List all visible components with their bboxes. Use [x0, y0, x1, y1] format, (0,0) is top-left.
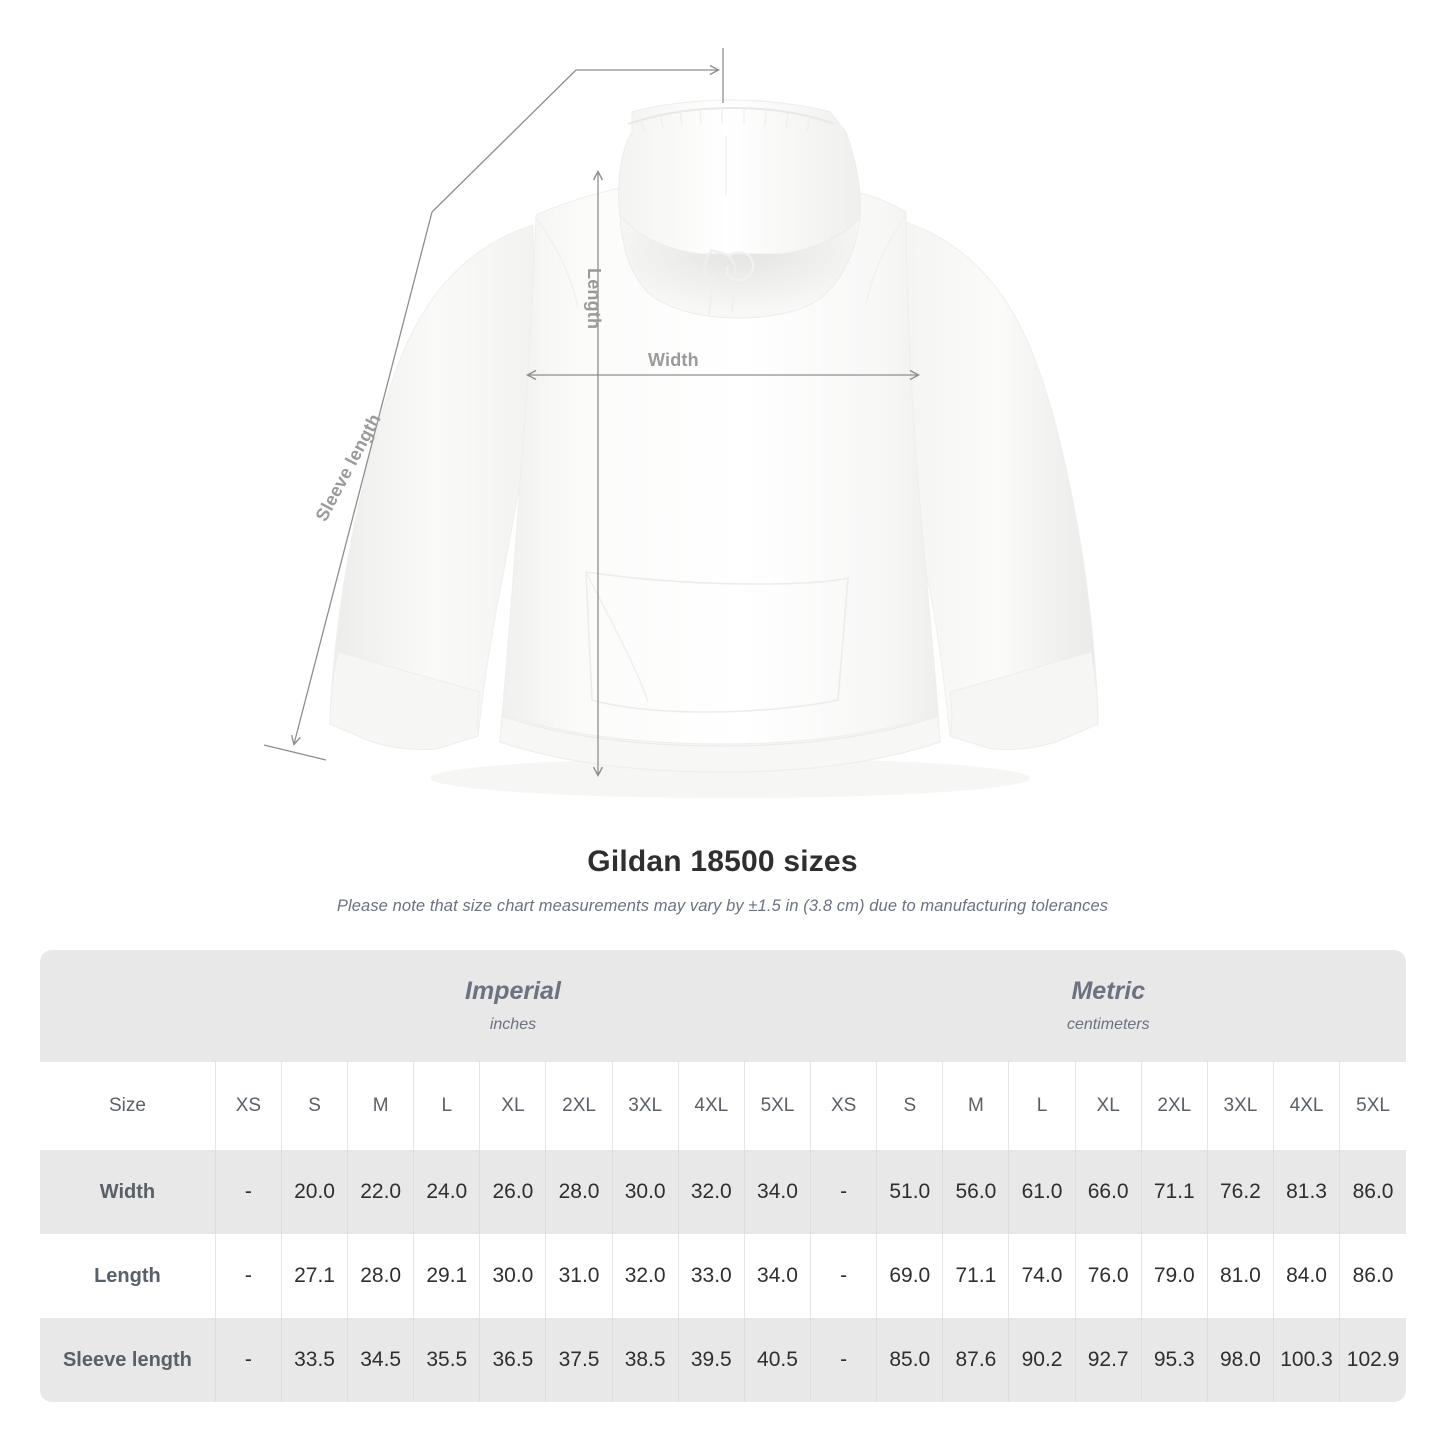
imperial-label: Imperial: [465, 977, 561, 1006]
cell-sleeve-imperial-4xl: 39.5: [677, 1318, 745, 1402]
size-header-metric-3xl: 3XL: [1206, 1062, 1274, 1150]
tolerance-note: Please note that size chart measurements…: [336, 897, 1109, 915]
size-table-container: Imperial inches Metric centimeters Size …: [40, 950, 1406, 1402]
cell-sleeve-metric-3xl: 98.0: [1206, 1318, 1274, 1402]
table-row-length: Length - 27.1 28.0 29.1 30.0 31.0 32.0 3…: [40, 1234, 1406, 1318]
cell-width-metric-m: 56.0: [942, 1150, 1009, 1234]
cell-width-imperial-3xl: 30.0: [611, 1150, 679, 1234]
cell-length-imperial-m: 28.0: [347, 1234, 414, 1318]
table-row-sleeve-length: Sleeve length - 33.5 34.5 35.5 36.5 37.5…: [40, 1318, 1406, 1402]
cell-sleeve-imperial-2xl: 37.5: [545, 1318, 613, 1402]
size-header-metric-m: M: [942, 1062, 1009, 1150]
cell-width-imperial-xs: -: [214, 1150, 282, 1234]
unit-group-metric: Metric centimeters: [810, 950, 1406, 1062]
cell-length-imperial-2xl: 31.0: [545, 1234, 613, 1318]
unit-group-imperial: Imperial inches: [215, 950, 811, 1062]
size-header-imperial-m: M: [347, 1062, 414, 1150]
hoodie-diagram: Width Length Sleeve length: [263, 48, 1099, 798]
cell-sleeve-imperial-m: 34.5: [347, 1318, 414, 1402]
cell-length-imperial-3xl: 32.0: [611, 1234, 679, 1318]
cell-sleeve-metric-m: 87.6: [942, 1318, 1009, 1402]
cell-length-imperial-l: 29.1: [413, 1234, 480, 1318]
cell-sleeve-imperial-l: 35.5: [413, 1318, 480, 1402]
cell-width-imperial-s: 20.0: [280, 1150, 348, 1234]
cell-sleeve-metric-5xl: 102.9: [1339, 1318, 1406, 1402]
size-header-metric-xs: XS: [810, 1062, 877, 1150]
cell-width-imperial-l: 24.0: [413, 1150, 480, 1234]
row-label-sleeve-length: Sleeve length: [40, 1318, 216, 1402]
cell-width-imperial-4xl: 32.0: [677, 1150, 745, 1234]
cell-length-imperial-xl: 30.0: [479, 1234, 546, 1318]
size-header-metric-5xl: 5XL: [1339, 1062, 1406, 1150]
cell-width-metric-2xl: 71.1: [1140, 1150, 1208, 1234]
size-header-metric-4xl: 4XL: [1272, 1062, 1340, 1150]
page-title: Gildan 18500 sizes: [587, 845, 858, 878]
size-header-imperial-s: S: [280, 1062, 348, 1150]
cell-width-metric-l: 61.0: [1008, 1150, 1076, 1234]
row-label-width: Width: [40, 1150, 216, 1234]
cell-width-metric-3xl: 76.2: [1206, 1150, 1274, 1234]
cell-width-metric-xs: -: [810, 1150, 877, 1234]
cell-length-metric-m: 71.1: [942, 1234, 1009, 1318]
cell-width-metric-4xl: 81.3: [1272, 1150, 1340, 1234]
size-header-metric-l: L: [1008, 1062, 1076, 1150]
cell-length-metric-s: 69.0: [876, 1234, 943, 1318]
size-header-imperial-5xl: 5XL: [743, 1062, 811, 1150]
hoodie-illustration: [329, 99, 1099, 798]
cell-length-imperial-s: 27.1: [280, 1234, 348, 1318]
cell-sleeve-metric-xl: 92.7: [1074, 1318, 1142, 1402]
cell-sleeve-imperial-xs: -: [214, 1318, 282, 1402]
banner-spacer: [40, 950, 216, 1062]
cell-width-imperial-m: 22.0: [347, 1150, 414, 1234]
size-header-imperial-4xl: 4XL: [677, 1062, 745, 1150]
cell-width-metric-xl: 66.0: [1074, 1150, 1142, 1234]
size-header-imperial-xl: XL: [479, 1062, 546, 1150]
unit-banner-row: Imperial inches Metric centimeters: [40, 950, 1406, 1062]
size-header-cell: Size: [40, 1062, 216, 1150]
cell-sleeve-metric-xs: -: [810, 1318, 877, 1402]
size-table: Imperial inches Metric centimeters Size …: [40, 950, 1406, 1402]
size-header-imperial-l: L: [413, 1062, 480, 1150]
cell-width-imperial-2xl: 28.0: [545, 1150, 613, 1234]
width-dimension-label: Width: [648, 350, 699, 370]
measurement-annotations: [263, 48, 920, 777]
size-header-imperial-3xl: 3XL: [611, 1062, 679, 1150]
metric-sublabel: centimeters: [1066, 1015, 1150, 1033]
cell-length-metric-2xl: 79.0: [1140, 1234, 1208, 1318]
cell-length-imperial-4xl: 33.0: [677, 1234, 745, 1318]
cell-sleeve-metric-l: 90.2: [1008, 1318, 1076, 1402]
cell-width-metric-5xl: 86.0: [1339, 1150, 1406, 1234]
cell-length-metric-xs: -: [810, 1234, 877, 1318]
cell-length-metric-4xl: 84.0: [1272, 1234, 1340, 1318]
table-row-width: Width - 20.0 22.0 24.0 26.0 28.0 30.0 32…: [40, 1150, 1406, 1234]
cell-width-imperial-5xl: 34.0: [743, 1150, 811, 1234]
cell-length-imperial-5xl: 34.0: [743, 1234, 811, 1318]
metric-label: Metric: [1071, 977, 1146, 1006]
cell-sleeve-metric-s: 85.0: [876, 1318, 943, 1402]
cell-length-metric-3xl: 81.0: [1206, 1234, 1274, 1318]
size-header-metric-xl: XL: [1074, 1062, 1142, 1150]
cell-length-metric-l: 74.0: [1008, 1234, 1076, 1318]
size-header-metric-s: S: [876, 1062, 943, 1150]
cell-sleeve-imperial-3xl: 38.5: [611, 1318, 679, 1402]
size-header-imperial-2xl: 2XL: [545, 1062, 613, 1150]
row-label-length: Length: [40, 1234, 216, 1318]
length-dimension-label: Length: [584, 268, 604, 330]
cell-length-metric-xl: 76.0: [1074, 1234, 1142, 1318]
cell-sleeve-imperial-s: 33.5: [280, 1318, 348, 1402]
cell-sleeve-metric-4xl: 100.3: [1272, 1318, 1340, 1402]
cell-width-imperial-xl: 26.0: [479, 1150, 546, 1234]
cell-width-metric-s: 51.0: [876, 1150, 943, 1234]
size-header-row: Size XS S M L XL 2XL 3XL 4XL 5XL XS S M …: [40, 1062, 1406, 1150]
cell-sleeve-imperial-xl: 36.5: [479, 1318, 546, 1402]
cell-sleeve-imperial-5xl: 40.5: [743, 1318, 811, 1402]
imperial-sublabel: inches: [489, 1015, 537, 1033]
size-header-imperial-xs: XS: [214, 1062, 282, 1150]
size-header-metric-2xl: 2XL: [1140, 1062, 1208, 1150]
heading-block: Gildan 18500 sizes Please note that size…: [0, 845, 1445, 916]
cell-length-imperial-xs: -: [214, 1234, 282, 1318]
cell-sleeve-metric-2xl: 95.3: [1140, 1318, 1208, 1402]
cell-length-metric-5xl: 86.0: [1339, 1234, 1406, 1318]
